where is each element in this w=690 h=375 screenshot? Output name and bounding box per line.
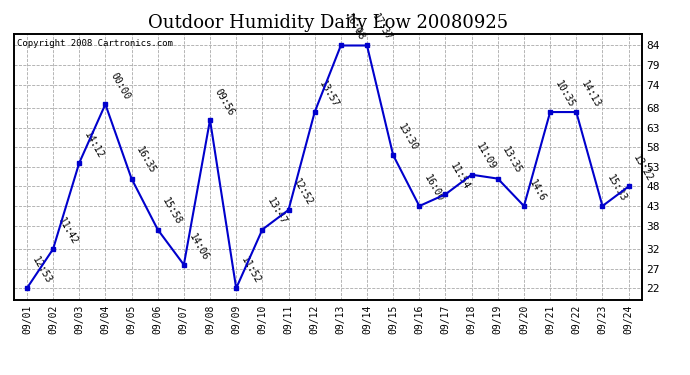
Text: 13:47: 13:47 (265, 196, 288, 227)
Text: 15:33: 15:33 (605, 173, 629, 203)
Text: 11:54: 11:54 (448, 161, 471, 192)
Text: 16:35: 16:35 (135, 146, 157, 176)
Text: 16:08: 16:08 (344, 12, 367, 43)
Text: 14:6: 14:6 (526, 178, 547, 203)
Text: 11:09: 11:09 (475, 141, 497, 172)
Text: 11:52: 11:52 (239, 255, 262, 285)
Text: 14:06: 14:06 (186, 231, 210, 262)
Text: 13:22: 13:22 (631, 153, 655, 184)
Text: 12:52: 12:52 (291, 177, 315, 207)
Text: 17:37: 17:37 (370, 12, 393, 43)
Text: 14:12: 14:12 (82, 130, 106, 160)
Text: 12:53: 12:53 (30, 255, 53, 285)
Text: 10:35: 10:35 (553, 79, 576, 109)
Text: Copyright 2008 Cartronics.com: Copyright 2008 Cartronics.com (17, 39, 172, 48)
Text: 14:13: 14:13 (579, 79, 602, 109)
Title: Outdoor Humidity Daily Low 20080925: Outdoor Humidity Daily Low 20080925 (148, 14, 508, 32)
Text: 15:58: 15:58 (161, 196, 184, 227)
Text: 16:00: 16:00 (422, 173, 446, 203)
Text: 13:30: 13:30 (396, 122, 420, 152)
Text: 11:42: 11:42 (56, 216, 79, 246)
Text: 09:56: 09:56 (213, 87, 236, 117)
Text: 13:57: 13:57 (317, 79, 341, 109)
Text: 00:00: 00:00 (108, 71, 132, 102)
Text: 13:35: 13:35 (500, 146, 524, 176)
